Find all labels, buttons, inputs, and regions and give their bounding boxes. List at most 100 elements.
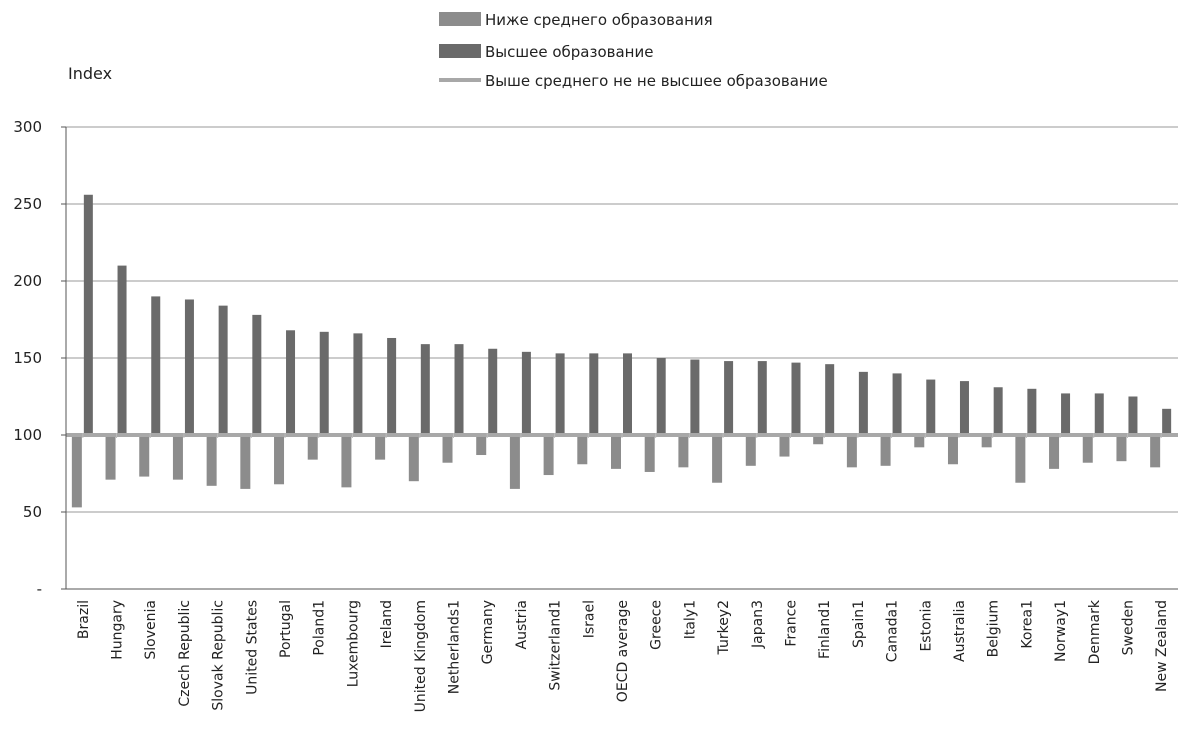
bar-below-secondary	[240, 435, 251, 489]
x-tick-label: Hungary	[110, 600, 126, 660]
bar-tertiary	[791, 362, 801, 435]
bars	[71, 194, 1172, 508]
bar-below-secondary	[981, 435, 992, 448]
bar-tertiary	[319, 331, 329, 435]
x-tick-label: Turkey2	[716, 600, 732, 655]
x-tick-label: Poland1	[312, 600, 328, 656]
bar-tertiary	[858, 371, 868, 435]
y-tick-label: 200	[13, 272, 42, 290]
x-tick-label: Finland1	[817, 600, 833, 659]
x-tick-label: Estonia	[918, 600, 934, 652]
bar-below-secondary	[846, 435, 857, 468]
bar-below-secondary	[880, 435, 891, 466]
bar-tertiary	[589, 353, 599, 435]
bar-below-secondary	[341, 435, 352, 488]
bar-below-secondary	[678, 435, 689, 468]
bar-tertiary	[656, 358, 666, 435]
bar-tertiary	[420, 344, 430, 435]
bar-tertiary	[892, 373, 902, 435]
legend-swatch	[439, 12, 481, 26]
x-tick-label: Slovak Republic	[211, 600, 227, 711]
bar-tertiary	[993, 387, 1003, 435]
x-tick-label: Norway1	[1053, 600, 1069, 662]
bar-below-secondary	[712, 435, 723, 483]
x-tick-label: Slovenia	[143, 600, 159, 660]
legend: Ниже среднего образования Высшее образова…	[439, 11, 828, 90]
bar-below-secondary	[172, 435, 183, 480]
bar-below-secondary	[813, 435, 824, 445]
bar-below-secondary	[577, 435, 588, 465]
x-tick-label: Brazil	[76, 600, 92, 639]
bar-below-secondary	[509, 435, 520, 489]
bar-below-secondary	[947, 435, 958, 465]
bar-tertiary	[724, 361, 734, 435]
bar-below-secondary	[779, 435, 790, 457]
x-tick-label: Austria	[514, 600, 530, 649]
baseline-series	[66, 433, 1178, 438]
bar-below-secondary	[139, 435, 150, 477]
bar-tertiary	[252, 314, 262, 435]
x-tick-label: Luxembourg	[345, 600, 361, 687]
x-tick-label: Denmark	[1087, 599, 1103, 664]
y-tick-label: 50	[23, 503, 42, 521]
x-tick-label: Switzerland1	[548, 600, 564, 691]
x-tick-label: Greece	[649, 600, 665, 650]
bar-tertiary	[218, 305, 228, 435]
x-tick-label: Germany	[480, 600, 496, 664]
x-tick-label: Belgium	[986, 600, 1002, 657]
x-tick-label: France	[783, 600, 799, 647]
x-tick-label: Korea1	[1019, 600, 1035, 649]
bar-below-secondary	[307, 435, 318, 460]
y-axis-label: Index	[68, 64, 112, 83]
x-tick-label: Israel	[581, 600, 597, 638]
bar-tertiary	[757, 361, 767, 435]
bar-tertiary	[454, 344, 464, 435]
bar-tertiary	[1128, 396, 1138, 435]
y-tick-label: 250	[13, 195, 42, 213]
bar-below-secondary	[1116, 435, 1127, 462]
bar-below-secondary	[274, 435, 285, 485]
axes	[61, 126, 1178, 590]
x-tick-label: Japan3	[750, 600, 766, 649]
bar-below-secondary	[71, 435, 82, 508]
bar-tertiary	[184, 299, 194, 435]
x-tick-label: Australia	[952, 600, 968, 662]
bar-below-secondary	[1015, 435, 1026, 483]
y-tick-label: 150	[13, 349, 42, 367]
bar-below-secondary	[408, 435, 419, 482]
bar-tertiary	[959, 381, 969, 435]
x-tick-label: Portugal	[278, 600, 294, 658]
legend-swatch	[439, 44, 481, 58]
bar-tertiary	[353, 333, 363, 435]
bar-tertiary	[1094, 393, 1104, 435]
x-tick-label: Canada1	[885, 600, 901, 662]
bar-below-secondary	[476, 435, 487, 456]
legend-label: Ниже среднего образования	[485, 11, 713, 29]
bar-tertiary	[555, 353, 565, 435]
y-tick-label: -	[37, 580, 42, 598]
bar-tertiary	[151, 296, 161, 435]
x-tick-label: Spain1	[851, 600, 867, 648]
bar-tertiary	[825, 364, 835, 435]
legend-label: Высшее образование	[485, 43, 653, 61]
bar-tertiary	[83, 194, 93, 435]
y-tick-label: 300	[13, 118, 42, 136]
x-tick-label: United Kingdom	[413, 600, 429, 712]
bar-tertiary	[488, 348, 498, 435]
x-tick-label: Ireland	[379, 600, 395, 648]
bar-below-secondary	[375, 435, 386, 460]
x-tick-label: Sweden	[1120, 600, 1136, 655]
bar-tertiary	[926, 379, 936, 435]
bar-tertiary	[117, 265, 127, 435]
x-axis-ticks: Brazil Hungary Slovenia Czech Republic Slova…	[76, 599, 1170, 712]
bar-tertiary	[1027, 388, 1037, 435]
bar-below-secondary	[1082, 435, 1093, 463]
bar-tertiary	[690, 359, 700, 435]
y-axis-ticks: - 50 100 150 200 250 300	[13, 118, 42, 598]
bar-below-secondary	[105, 435, 116, 480]
x-tick-label: Italy1	[682, 600, 698, 639]
y-tick-label: 100	[13, 426, 42, 444]
gridlines	[66, 126, 1178, 513]
legend-label: Выше среднего не не высшее образование	[485, 72, 828, 90]
